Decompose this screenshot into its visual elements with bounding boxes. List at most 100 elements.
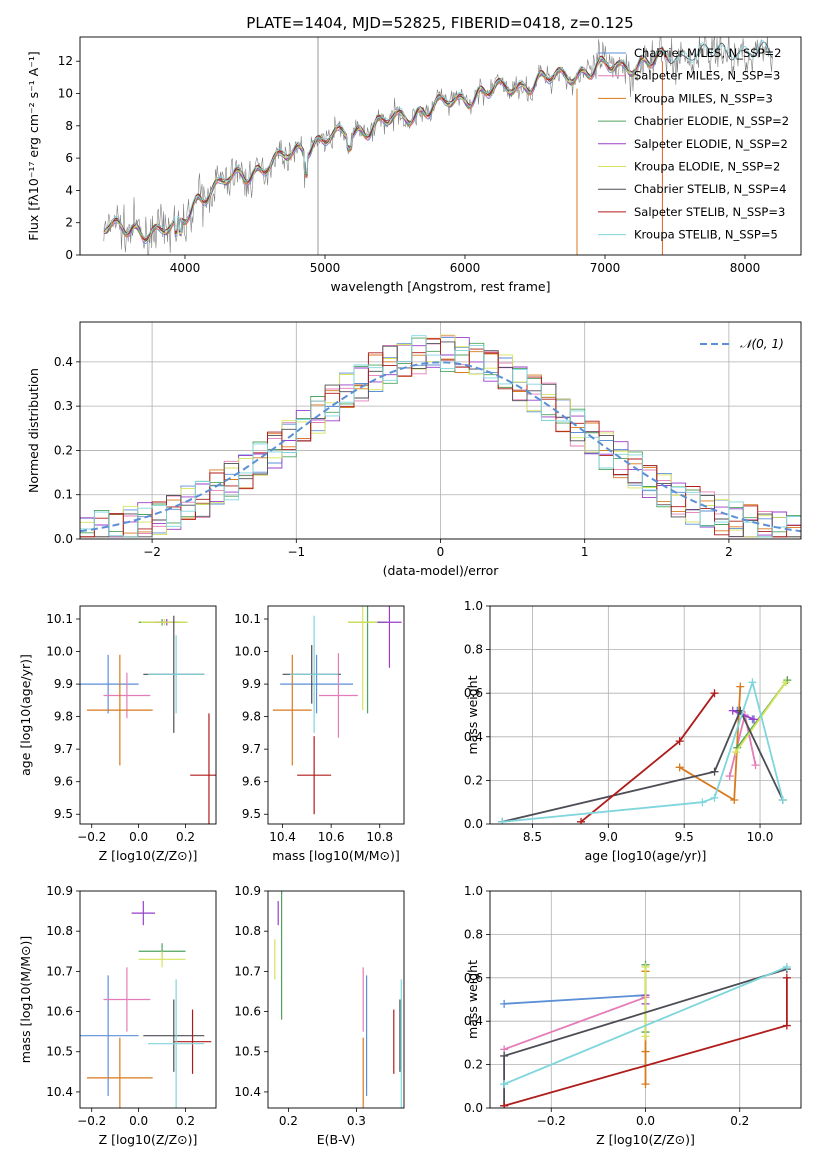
weight-marker-salpeter_stelib — [782, 973, 791, 982]
legend-entry: Chabrier ELODIE, N_SSP=2 — [634, 114, 789, 128]
axes-age_vs_mass: 10.4 10.6 10.8 9.5 9.6 9.7 9.8 9.9 10.0 10.1 mass … — [234, 605, 405, 863]
y-tick-label: 10.8 — [46, 924, 73, 938]
legend-entry: Chabrier MILES, N_SSP=2 — [634, 46, 781, 60]
residual-histogram-salpeter_stelib — [80, 338, 801, 538]
model-spectrum-salpeter_miles — [103, 51, 668, 243]
x-tick-label: 0 — [437, 545, 445, 559]
legend-entry: Chabrier STELIB, N_SSP=4 — [634, 182, 786, 196]
y-tick-label: 10 — [58, 87, 73, 101]
weight-line-salpeter_miles — [503, 996, 646, 1051]
x-tick-label: 8000 — [730, 261, 761, 275]
y-tick-label: 9.5 — [242, 807, 261, 821]
axes-age_vs_Z: −0.2 0.0 0.2 9.5 9.6 9.7 9.8 9.9 10.0 10.1 Z [log1… — [18, 605, 217, 863]
y-tick-label: 0.4 — [464, 730, 483, 744]
x-axis-label: (data-model)/error — [383, 563, 500, 578]
weight-marker-kroupa_miles — [641, 1047, 650, 1056]
legend-entry: Salpeter ELODIE, N_SSP=2 — [634, 137, 788, 151]
y-tick-label: 0.2 — [54, 443, 73, 457]
x-tick-label: 10.6 — [318, 830, 345, 844]
legend-entry: 𝒩(0, 1) — [740, 337, 784, 351]
x-tick-label: 0.2 — [730, 1114, 749, 1128]
weight-marker-chabrier_stelib — [710, 767, 719, 776]
axes-weight_vs_Z: −0.2 0.0 0.2 0.0 0.2 0.4 0.6 0.8 1.0 Z [log10(Z/Z… — [464, 884, 802, 1147]
weight-line-kroupa_miles — [679, 686, 742, 802]
y-tick-label: 0.1 — [54, 488, 73, 502]
model-spectrum-kroupa_stelib — [103, 40, 773, 238]
weight-marker-chabrier_stelib — [500, 1051, 509, 1060]
axes-mass_vs_Z: −0.2 0.0 0.2 10.4 10.5 10.6 10.7 10.8 10.9 Z [log… — [18, 884, 217, 1147]
axes-spectrum: 4000 5000 6000 7000 8000 0 2 4 6 8 10 12 wavelength … — [26, 36, 802, 294]
axes-frame — [489, 890, 802, 1109]
weight-marker-kroupa_miles — [736, 682, 745, 691]
y-tick-label: 4 — [65, 183, 73, 197]
x-tick-label: −1 — [287, 545, 305, 559]
x-tick-label: 7000 — [590, 261, 621, 275]
model-spectrum-chabrier_elodie — [103, 52, 668, 240]
weight-marker-salpeter_stelib — [500, 1101, 509, 1108]
y-tick-label: 2 — [65, 216, 73, 230]
weight-marker-kroupa_stelib — [698, 798, 707, 807]
y-tick-label: 0.2 — [464, 1058, 483, 1072]
weight-marker-salpeter_stelib — [577, 817, 586, 824]
y-tick-label: 9.8 — [242, 710, 261, 724]
weight-line-kroupa_stelib — [502, 679, 784, 823]
axes-frame — [79, 605, 217, 825]
legend-entry: Kroupa ELODIE, N_SSP=2 — [634, 160, 780, 174]
x-axis-label: wavelength [Angstrom, rest frame] — [330, 279, 550, 294]
weight-marker-salpeter_miles — [751, 761, 760, 770]
plot-area-age_vs_Z — [80, 615, 216, 824]
x-tick-label: 0.3 — [347, 1114, 366, 1128]
y-tick-label: 0.6 — [464, 686, 483, 700]
y-tick-label: 10.4 — [46, 1085, 73, 1099]
x-tick-label: −2 — [143, 545, 161, 559]
x-tick-label: 0.0 — [636, 1114, 655, 1128]
weight-marker-salpeter_stelib — [782, 1021, 791, 1030]
model-spectrum-chabrier_miles — [103, 50, 668, 245]
y-tick-label: 9.6 — [242, 775, 261, 789]
y-tick-label: 0.2 — [464, 773, 483, 787]
y-tick-label: 10.4 — [234, 1085, 261, 1099]
y-axis-label: Normed distribution — [26, 368, 41, 493]
y-tick-label: 0.0 — [464, 1101, 483, 1115]
y-tick-label: 10.1 — [234, 612, 261, 626]
y-axis-label: mass weight — [465, 960, 480, 1039]
plot-area-age_vs_mass — [272, 606, 402, 815]
legend-entry: Salpeter STELIB, N_SSP=3 — [634, 205, 785, 219]
y-tick-label: 9.7 — [54, 742, 73, 756]
weight-marker-kroupa_miles — [675, 763, 684, 772]
y-tick-label: 10.9 — [46, 884, 73, 898]
y-tick-label: 10.0 — [46, 645, 73, 659]
normal-curve-line — [80, 361, 801, 533]
weight-line-chabrier_miles — [504, 994, 646, 1005]
y-axis-label: Flux [fλ10⁻¹⁷ erg cm⁻² s⁻¹ A⁻¹] — [26, 51, 41, 240]
plot-area-weight_vs_Z — [490, 891, 801, 1108]
legend-entry: Salpeter MILES, N_SSP=3 — [634, 69, 780, 83]
y-tick-label: 9.9 — [54, 677, 73, 691]
y-tick-label: 10.6 — [234, 1005, 261, 1019]
plot-area-residuals — [80, 322, 801, 539]
x-tick-label: −0.2 — [77, 830, 106, 844]
x-tick-label: −0.2 — [77, 1114, 106, 1128]
y-tick-label: 0.4 — [464, 1014, 483, 1028]
axes-frame — [267, 890, 405, 1109]
x-tick-label: 0.0 — [129, 830, 148, 844]
axes-frame — [79, 36, 802, 256]
weight-marker-kroupa_stelib — [748, 678, 757, 687]
y-tick-label: 1.0 — [464, 599, 483, 613]
y-tick-label: 10.7 — [234, 964, 261, 978]
x-tick-label: 1 — [581, 545, 589, 559]
weight-line-salpeter_miles — [728, 714, 757, 777]
model-spectrum-salpeter_elodie — [103, 50, 668, 241]
x-axis-label: Z [log10(Z/Z⊙)] — [99, 848, 198, 863]
weight-marker-salpeter_miles — [725, 772, 734, 781]
y-tick-label: 10.5 — [234, 1045, 261, 1059]
weight-marker-kroupa_stelib — [498, 817, 507, 824]
weight-marker-kroupa_elodie — [641, 1032, 650, 1041]
axes-mass_vs_ebv: 0.2 0.3 10.4 10.5 10.6 10.7 10.8 10.9 E(B-V) — [234, 884, 405, 1147]
axes-frame — [267, 605, 405, 825]
weight-marker-salpeter_elodie — [728, 706, 737, 715]
legend-spectrum: Chabrier MILES, N_SSP=2 Salpeter MILES, N… — [598, 46, 789, 242]
y-tick-label: 9.7 — [242, 742, 261, 756]
x-tick-label: 6000 — [450, 261, 481, 275]
